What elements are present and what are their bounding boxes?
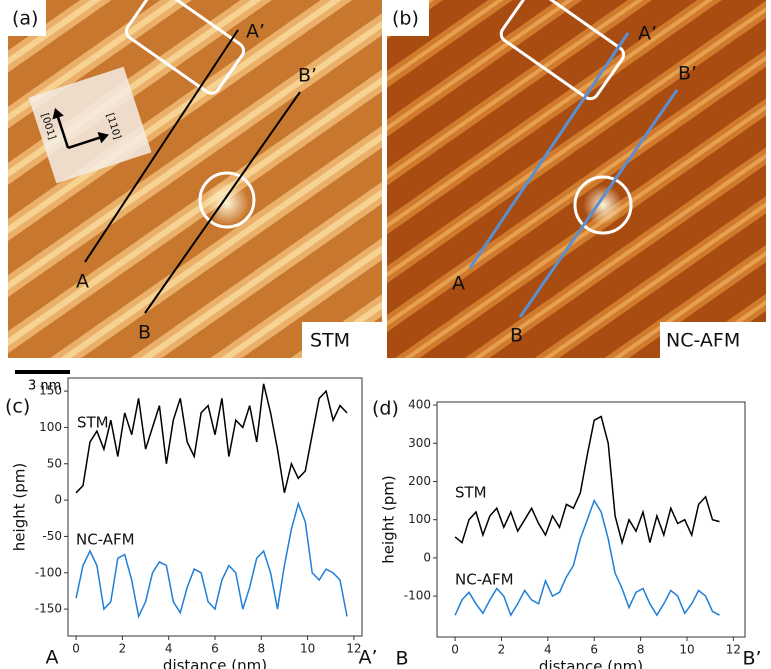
y-tick-label: -100 — [35, 565, 62, 579]
y-tick-label: -50 — [42, 529, 62, 543]
series-name: NC-AFM — [76, 531, 135, 549]
marker: A’ — [638, 23, 657, 45]
marker: A’ — [358, 647, 377, 669]
y-tick-label: 150 — [39, 384, 62, 398]
x-tick-label: 6 — [211, 642, 219, 656]
panel-label: (a) — [12, 8, 38, 30]
x-tick-label: 4 — [165, 642, 173, 656]
marker: B — [510, 325, 523, 347]
series-line — [75, 383, 348, 494]
mode-label: NC-AFM — [666, 330, 740, 352]
x-tick-label: 2 — [498, 643, 506, 657]
x-tick-label: 2 — [119, 642, 127, 656]
marker: A — [452, 273, 465, 295]
marker: A — [46, 647, 59, 669]
series-name: STM — [455, 484, 487, 502]
x-tick-label: 6 — [590, 643, 598, 657]
y-tick-label: 300 — [408, 436, 431, 450]
x-tick-label: 8 — [637, 643, 645, 657]
y-tick-label: 50 — [47, 456, 62, 470]
series-line — [454, 415, 720, 546]
marker: B — [138, 322, 151, 344]
marker: A — [76, 271, 89, 293]
marker: B’ — [298, 65, 317, 87]
afm-image: (b) A’ B’ A B NC-AFM — [387, 0, 766, 358]
y-tick-label: 0 — [54, 493, 62, 507]
x-tick-label: 8 — [257, 642, 265, 656]
y-axis-label: height (pm) — [380, 475, 398, 563]
x-tick-label: 0 — [72, 642, 80, 656]
y-tick-label: -150 — [35, 602, 62, 616]
x-axis-label: distance (nm) — [163, 657, 267, 669]
panel-label: (b) — [392, 8, 419, 30]
y-tick-label: 100 — [408, 512, 431, 526]
x-tick-label: 0 — [451, 643, 459, 657]
x-tick-label: 4 — [544, 643, 552, 657]
scale-label: 3 nm — [28, 379, 61, 394]
stm-image: (a) A’ B’ A B [001] [110] STM — [8, 0, 382, 358]
panel-label: (c) — [5, 396, 30, 418]
marker: A’ — [246, 21, 265, 43]
x-tick-label: 12 — [726, 643, 741, 657]
y-tick-label: -100 — [404, 589, 431, 603]
y-tick-label: 400 — [408, 398, 431, 412]
series-name: STM — [77, 414, 109, 432]
y-tick-label: 100 — [39, 420, 62, 434]
y-tick-label: 200 — [408, 474, 431, 488]
x-tick-label: 10 — [679, 643, 694, 657]
series-line — [75, 501, 348, 619]
y-axis-label: height (pm) — [11, 463, 29, 551]
marker: B — [395, 648, 408, 669]
x-tick-label: 12 — [346, 642, 361, 656]
x-tick-label: 10 — [300, 642, 315, 656]
marker: B’ — [678, 63, 697, 85]
x-axis-label: distance (nm) — [539, 658, 643, 669]
y-tick-label: 0 — [423, 550, 431, 564]
series-line — [454, 498, 720, 617]
mode-label: STM — [310, 330, 350, 352]
panel-label: (d) — [372, 398, 399, 420]
marker: B’ — [742, 648, 761, 669]
series-name: NC-AFM — [455, 571, 514, 589]
